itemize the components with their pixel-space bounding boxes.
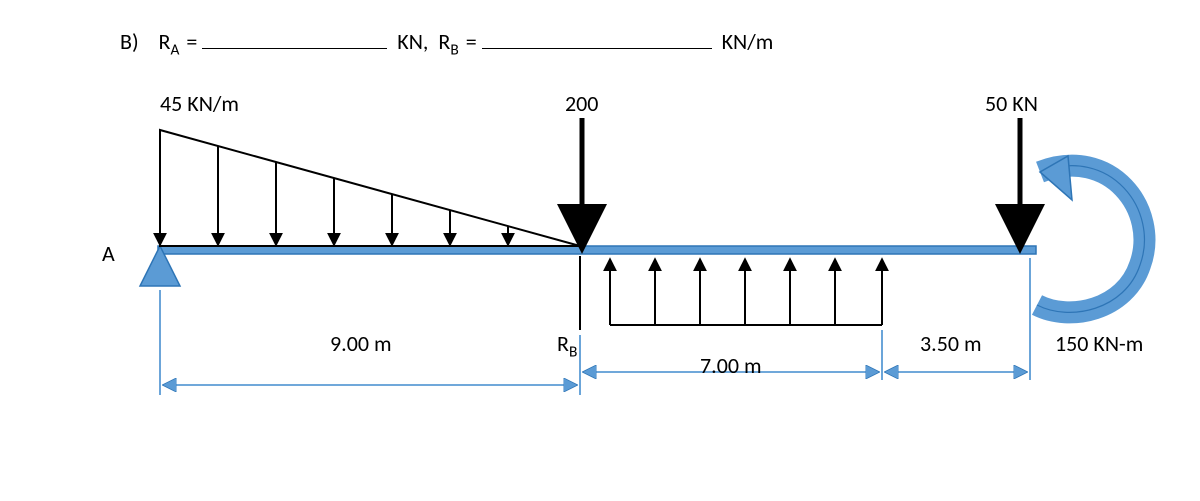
beam-diagram: B) RA = KN, RB = KN/m 45 KN/m 200 50 KN … — [0, 0, 1200, 501]
moment-arrow-icon — [1037, 156, 1144, 312]
support-B-label: RB — [557, 330, 577, 361]
span2-label: 7.00 m — [700, 352, 762, 379]
tri-load-outline — [160, 130, 580, 246]
moment-label: 150 KN-m — [1055, 330, 1143, 357]
beam — [158, 246, 1036, 254]
tri-load-arrows — [160, 130, 508, 244]
span1-label: 9.00 m — [330, 330, 392, 357]
dimension-lines — [160, 258, 1030, 395]
diagram-svg — [0, 0, 1200, 501]
udl-up — [610, 260, 882, 325]
span3-label: 3.50 m — [920, 330, 982, 357]
